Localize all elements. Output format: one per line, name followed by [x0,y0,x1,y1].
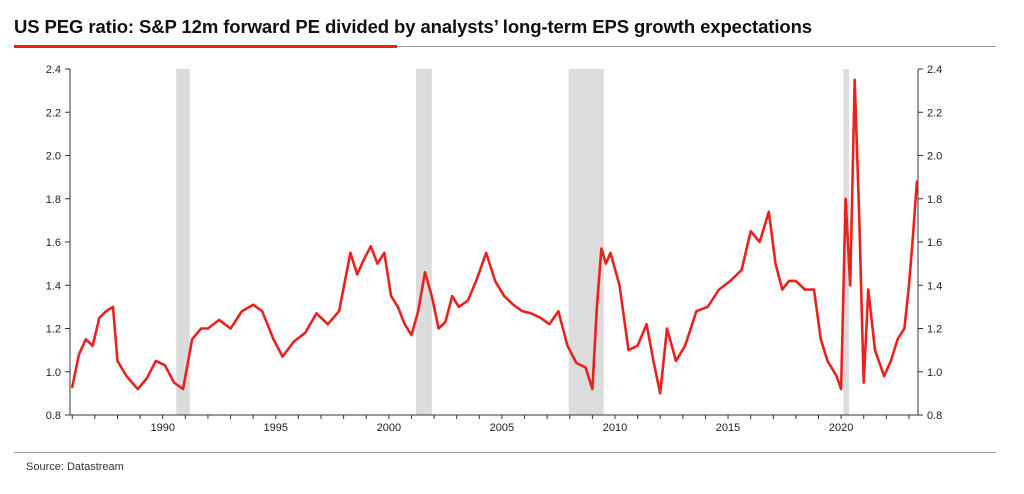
chart-title: US PEG ratio: S&P 12m forward PE divided… [14,16,812,37]
x-tick-label: 2020 [829,422,853,434]
y-tick-label-right: 2.4 [927,64,942,76]
y-tick-label-left: 0.8 [46,410,61,422]
y-tick-label-left: 2.2 [46,107,61,119]
peg-ratio-line-1 [71,78,919,395]
y-tick-label-right: 1.4 [927,280,942,292]
title-divider [14,46,996,47]
x-tick-label: 1990 [150,422,174,434]
y-tick-label-left: 1.2 [46,324,61,336]
y-tick-label-right: 1.6 [927,237,942,249]
y-tick-label-left: 1.0 [46,367,61,379]
y-tick-label-right: 1.0 [927,367,942,379]
chart-axes [69,69,919,416]
x-tick-label: 2015 [716,422,740,434]
x-tick-label: 1995 [264,422,288,434]
axis-ticks: 0.8 0.8 1.0 1.0 1.2 1.2 1.4 1.4 1.6 1.6 1.8 1.8 2.0 2… [46,64,943,434]
x-tick-label: 2000 [377,422,401,434]
y-tick-label-right: 1.8 [927,194,942,206]
y-tick-label-left: 2.4 [46,64,61,76]
y-tick-label-left: 1.4 [46,280,61,292]
title-accent-bar [14,45,397,48]
recession-band-1 [176,69,190,415]
y-tick-label-left: 1.8 [46,194,61,206]
x-tick-label: 2005 [490,422,514,434]
y-tick-label-right: 1.2 [927,324,942,336]
x-tick-label: 2010 [603,422,627,434]
series-layer [71,78,919,395]
recession-band-4 [843,69,850,415]
y-tick-label-right: 2.2 [927,107,942,119]
recession-band-2 [415,69,432,415]
recession-band-3 [568,69,604,415]
source-note: Source: Datastream [26,461,124,473]
y-tick-label-left: 1.6 [46,237,61,249]
y-tick-label-left: 2.0 [46,151,61,163]
y-tick-label-right: 2.0 [927,151,942,163]
y-tick-label-right: 0.8 [927,410,942,422]
source-divider [14,452,996,453]
